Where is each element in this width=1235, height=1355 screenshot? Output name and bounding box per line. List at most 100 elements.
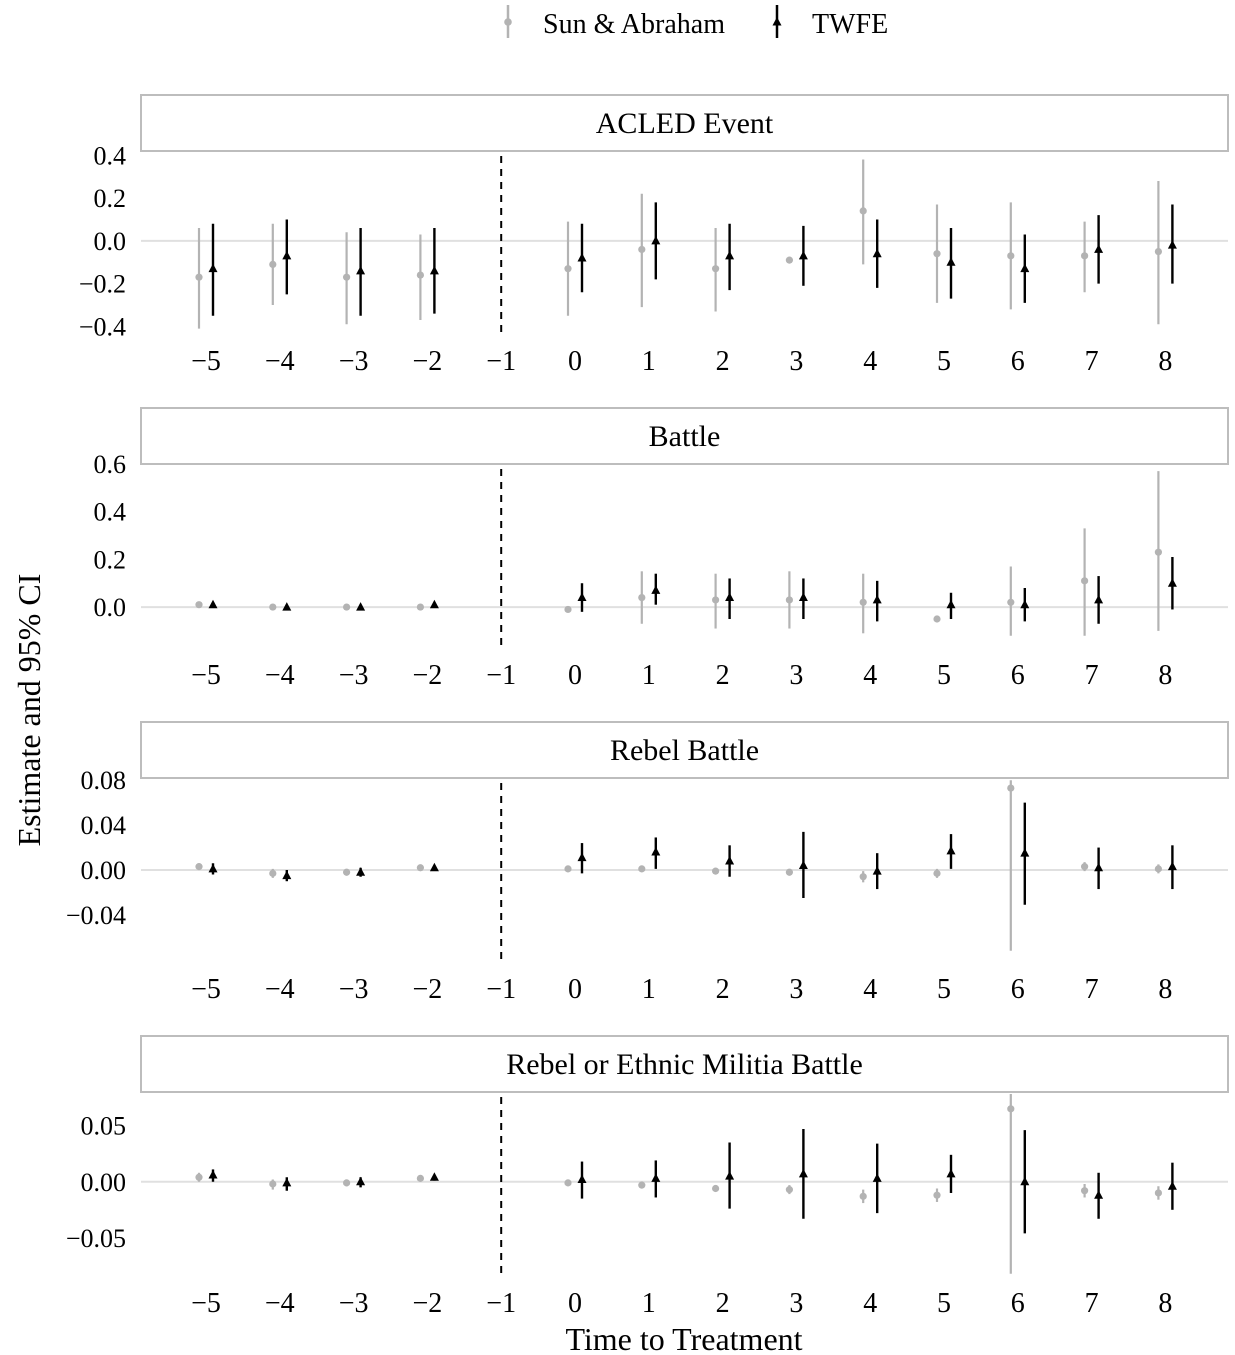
sun-abraham-point [1154,548,1162,556]
legend-marker-triangle [772,17,782,26]
sun-abraham-point [933,1191,941,1199]
sun-abraham-point [785,256,794,264]
sun-abraham-point [1007,598,1015,606]
sun-abraham-point [785,596,794,604]
y-tick-label: −0.2 [79,270,126,299]
sun-abraham-point [859,1192,867,1200]
sun-abraham-point [712,867,720,875]
x-tick-label: 3 [789,1288,803,1319]
y-tick-label: 0.2 [94,184,127,213]
x-tick-label: 4 [863,1288,877,1319]
sun-abraham-point [712,1184,720,1193]
facet-strip [140,407,1229,465]
twfe-point [1094,594,1104,604]
facet-strip [140,1035,1229,1093]
x-tick-label: −4 [265,1288,295,1319]
x-tick-label: −2 [413,1288,443,1319]
twfe-point [356,1176,366,1186]
twfe-point [798,860,808,870]
twfe-point [1094,244,1104,253]
y-tick-label: 0.08 [81,766,127,795]
sun-abraham-point [638,1181,646,1189]
sun-abraham-point [933,250,941,258]
twfe-point [1167,861,1177,871]
x-tick-label: 8 [1158,1288,1172,1319]
twfe-point [577,252,587,262]
sun-abraham-point [859,598,867,606]
x-tick-label: 1 [642,1288,656,1319]
sun-abraham-point [195,1173,203,1181]
twfe-point [429,1172,439,1181]
twfe-point [946,845,956,855]
twfe-point [208,863,218,873]
sun-abraham-point [1081,252,1089,260]
sun-abraham-point [785,868,794,876]
y-tick-label: 0.0 [94,593,127,622]
twfe-point [872,594,882,604]
x-tick-label: 1 [642,974,656,1005]
x-tick-label: 8 [1158,660,1172,691]
x-tick-label: −1 [486,660,516,691]
twfe-point [577,592,587,602]
facet-panels: ACLED Event −0.4 −0.2 0.0 0.2 0.4 −5 −4 −3 −2 −1 0 1… [66,94,1229,1319]
facet-title: Rebel or Ethnic Militia Battle [506,1048,863,1081]
sun-abraham-point [1081,577,1089,585]
legend-label: TWFE [812,9,888,40]
sun-abraham-point [269,603,277,611]
x-tick-label: 1 [642,660,656,691]
twfe-point [208,599,218,609]
legend: Sun & Abraham TWFE [504,5,888,40]
sun-abraham-point [416,271,424,279]
twfe-point [208,263,218,273]
x-tick-label: 1 [642,346,656,377]
twfe-point [282,870,292,880]
twfe-point [651,585,661,594]
x-tick-label: 5 [937,346,951,377]
twfe-point [798,592,808,602]
twfe-point [1020,599,1030,609]
x-tick-label: −4 [265,974,295,1005]
twfe-point [946,257,956,266]
x-tick-label: 4 [863,974,877,1005]
x-tick-label: −5 [191,660,221,691]
x-tick-label: −2 [413,974,443,1005]
x-tick-label: −3 [339,1288,369,1319]
y-tick-label: −0.4 [79,312,126,341]
sun-abraham-point [343,1179,351,1187]
sun-abraham-point [933,869,941,877]
sun-abraham-point [343,868,351,876]
sun-abraham-point [1154,865,1162,873]
x-tick-label: 5 [937,660,951,691]
x-tick-label: 5 [937,974,951,1005]
twfe-point [946,1168,956,1178]
sun-abraham-point [269,1180,277,1188]
y-tick-label: 0.05 [81,1112,127,1141]
sun-abraham-point [195,601,203,609]
sun-abraham-point [564,865,572,873]
twfe-point [1167,240,1177,249]
x-tick-label: −3 [339,660,369,691]
x-tick-label: 7 [1085,660,1099,691]
twfe-point [725,1171,735,1180]
facet-title: ACLED Event [596,107,774,140]
sun-abraham-point [269,869,277,877]
twfe-point [1020,263,1030,273]
sun-abraham-point [712,265,720,273]
y-tick-label: 0.4 [94,141,127,170]
twfe-point [429,599,439,609]
twfe-point [798,250,808,260]
y-tick-label: −0.04 [66,901,126,930]
sun-abraham-point [785,1186,794,1194]
sun-abraham-point [859,873,867,881]
twfe-point [725,592,735,602]
twfe-point [356,867,366,876]
x-tick-label: 2 [716,660,730,691]
twfe-point [429,265,439,275]
sun-abraham-point [1081,863,1089,871]
x-tick-label: 5 [937,1288,951,1319]
sun-abraham-point [1081,1187,1089,1195]
twfe-point [651,235,661,245]
y-axis-label: Estimate and 95% CI [11,574,47,847]
sun-abraham-point [564,605,572,614]
facet-title: Battle [649,420,721,453]
